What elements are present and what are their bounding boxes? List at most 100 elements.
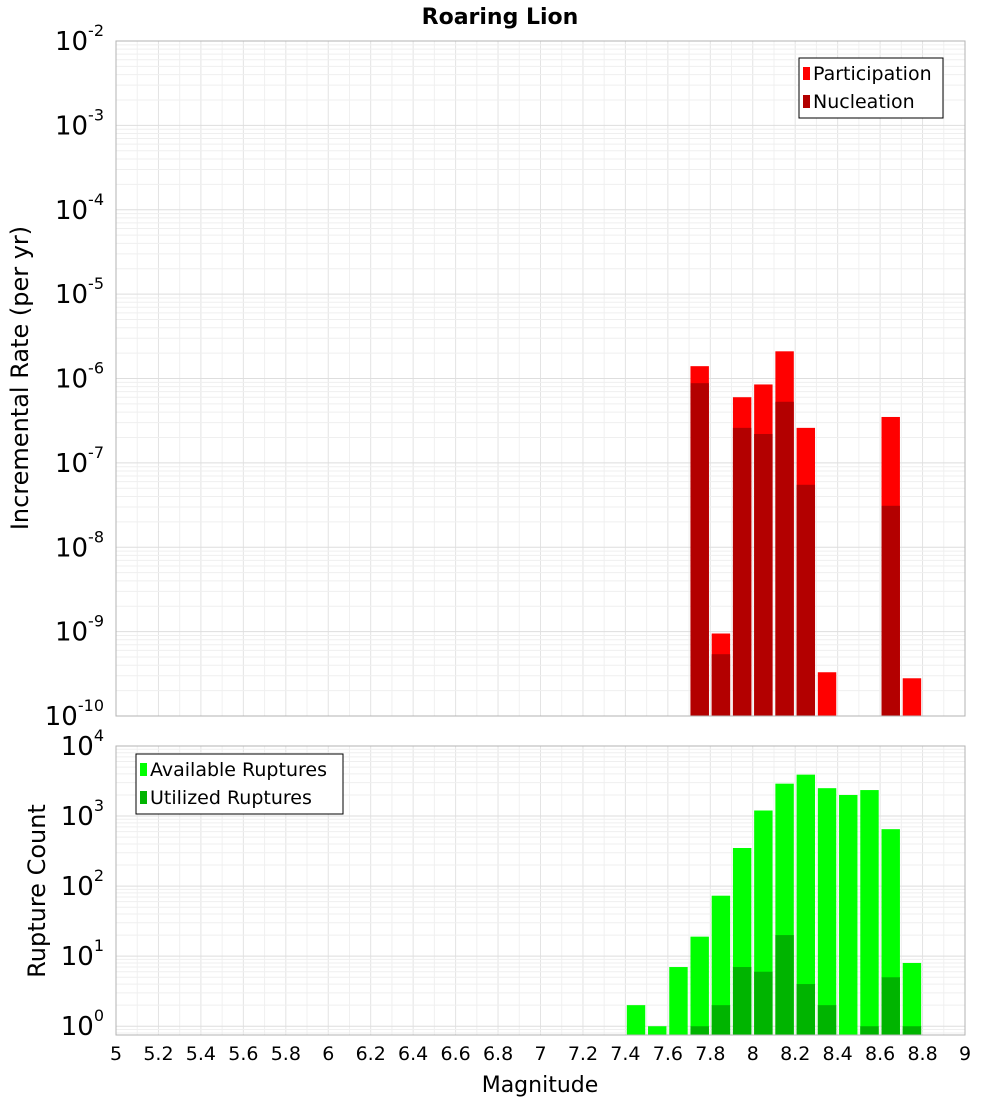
y-tick-exponent: -10 [78,696,104,715]
y-tick-label: 10-7 [55,443,104,479]
bar [817,788,837,1035]
x-tick-label: 7 [534,1043,546,1065]
legend-entry: Participation [813,63,932,85]
y-tick-label: 10-4 [55,190,104,226]
bar [648,1026,667,1035]
x-tick-label: 9 [959,1043,971,1065]
x-tick-label: 7.6 [653,1043,683,1065]
y-tick-base: 10 [61,732,94,762]
bar [817,1005,837,1035]
y-tick-exponent: 0 [94,1006,104,1025]
y-tick-base: 10 [61,1012,94,1042]
y-tick-base: 10 [55,27,88,57]
y-tick-base: 10 [55,449,88,479]
y-tick-base: 10 [55,196,88,226]
y-tick-base: 10 [61,802,94,832]
bar [690,1026,709,1035]
y-tick-exponent: -8 [88,527,104,546]
bar [711,895,731,1035]
bar [754,433,773,716]
legend: Available Ruptures Utilized Ruptures [135,753,344,815]
y-tick-exponent: 1 [94,936,104,955]
bar [775,935,794,1035]
y-tick-exponent: -9 [88,612,104,631]
rate-panel: 10-1010-910-810-710-610-510-410-310-2Inc… [6,21,966,732]
legend-swatch [803,67,810,80]
bar [860,1026,879,1035]
x-tick-label: 8.8 [907,1043,937,1065]
bar [626,1005,646,1035]
y-axis-label: Rupture Count [23,804,51,978]
bar [796,484,816,716]
bar [690,383,709,716]
y-tick-label: 10-3 [55,105,104,141]
x-tick-label: 5 [110,1043,122,1065]
y-tick-base: 10 [45,702,78,732]
y-tick-base: 10 [55,533,88,563]
y-tick-exponent: -5 [88,274,104,293]
y-tick-base: 10 [55,111,88,141]
x-tick-label: 8.2 [780,1043,810,1065]
bar [881,977,900,1035]
bar [711,1005,731,1035]
legend-swatch [140,791,147,804]
bar [817,672,837,716]
x-tick-label: 6.6 [440,1043,470,1065]
bar [775,401,794,716]
x-tick-label: 5.2 [143,1043,173,1065]
y-tick-label: 102 [61,866,104,902]
y-axis-label: Incremental Rate (per yr) [6,226,34,530]
y-tick-base: 10 [55,280,88,310]
bar [902,678,922,716]
x-tick-label: 8 [747,1043,759,1065]
x-tick-label: 6.2 [356,1043,386,1065]
y-tick-exponent: 4 [94,726,104,745]
y-tick-exponent: -6 [88,359,104,378]
bar [669,967,688,1035]
x-tick-label: 7.8 [695,1043,725,1065]
x-tick-label: 8.4 [823,1043,853,1065]
series-nucleation [690,383,900,716]
bar [881,505,900,716]
bar [754,971,773,1035]
bar [839,794,858,1035]
legend-box [135,753,344,815]
bar [796,774,816,1035]
x-ticks: 5 5.2 5.4 5.6 5.8 6 6.2 6.4 6.6 6.8 7 7.2 7.4 7.6 7.8 8… [110,1043,971,1065]
x-tick-label: 7.4 [610,1043,640,1065]
x-tick-label: 5.4 [186,1043,216,1065]
y-tick-label: 10-8 [55,527,104,563]
y-tick-label: 10-10 [45,696,104,732]
x-tick-label: 5.8 [271,1043,301,1065]
bar [711,654,731,716]
y-tick-exponent: -7 [88,443,104,462]
y-tick-label: 101 [61,936,104,972]
y-tick-exponent: -3 [88,105,104,124]
bar [732,967,752,1035]
y-tick-label: 100 [61,1006,104,1042]
chart-title: Roaring Lion [422,5,579,30]
y-tick-label: 10-5 [55,274,104,310]
x-tick-label: 8.6 [865,1043,895,1065]
y-tick-label: 10-2 [55,21,104,57]
bar [690,936,709,1035]
legend-swatch [803,95,810,108]
series-utilized-ruptures [690,935,922,1035]
legend-entry: Nucleation [813,91,915,113]
x-tick-label: 6.8 [483,1043,513,1065]
y-tick-base: 10 [61,872,94,902]
y-tick-label: 104 [61,726,104,762]
x-tick-label: 5.6 [228,1043,258,1065]
legend-entry: Available Ruptures [150,759,327,781]
y-tick-exponent: 2 [94,866,104,885]
legend-box [798,57,944,119]
bar [902,962,922,1035]
y-tick-label: 10-6 [55,359,104,395]
y-tick-exponent: 3 [94,796,104,815]
x-tick-label: 6 [322,1043,334,1065]
y-tick-base: 10 [55,618,88,648]
bar [796,984,816,1035]
